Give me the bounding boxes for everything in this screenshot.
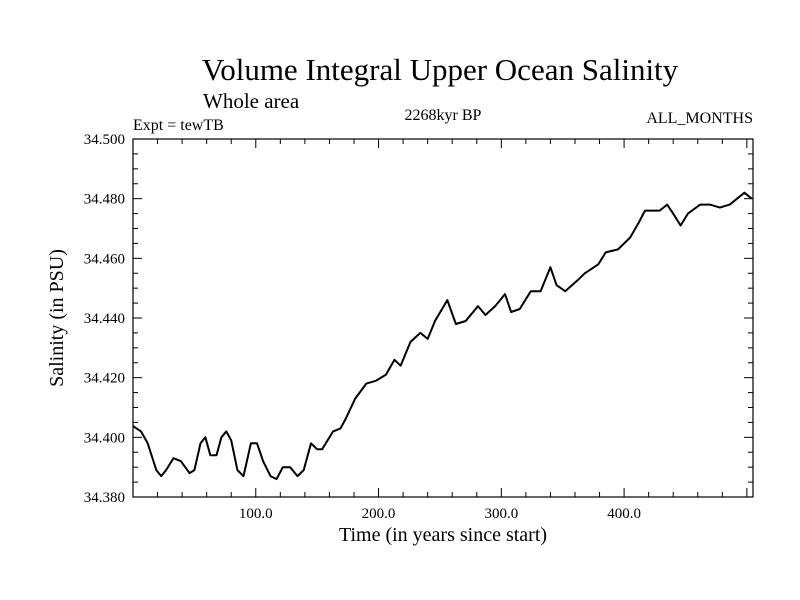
- months-label: ALL_MONTHS: [646, 110, 753, 127]
- chart-title: Volume Integral Upper Ocean Salinity: [202, 52, 679, 87]
- y-tick-label: 34.420: [84, 371, 125, 387]
- period-label: 2268kyr BP: [405, 107, 482, 124]
- plot-frame: [132, 138, 754, 498]
- axes: 100.0 200.0 300.0 400.0 34.380 34.400 34.420 34…: [84, 132, 753, 522]
- x-tick-label: 200.0: [362, 506, 396, 522]
- x-tick-label: 100.0: [239, 506, 273, 522]
- y-axis-label: Salinity (in PSU): [46, 249, 68, 387]
- chart-subtitle: Whole area: [203, 89, 300, 113]
- series-line-salinity: [132, 191, 753, 481]
- y-tick-label: 34.480: [84, 192, 125, 208]
- x-tick-label: 400.0: [607, 506, 641, 522]
- x-axis-label: Time (in years since start): [339, 524, 547, 546]
- y-tick-label: 34.440: [84, 311, 125, 327]
- y-tick-label: 34.460: [84, 251, 125, 267]
- y-tick-label: 34.380: [84, 490, 125, 506]
- y-tick-label: 34.400: [84, 430, 125, 446]
- x-tick-label: 300.0: [484, 506, 518, 522]
- experiment-label: Expt = tewTB: [133, 117, 224, 134]
- y-tick-label: 34.500: [84, 132, 125, 148]
